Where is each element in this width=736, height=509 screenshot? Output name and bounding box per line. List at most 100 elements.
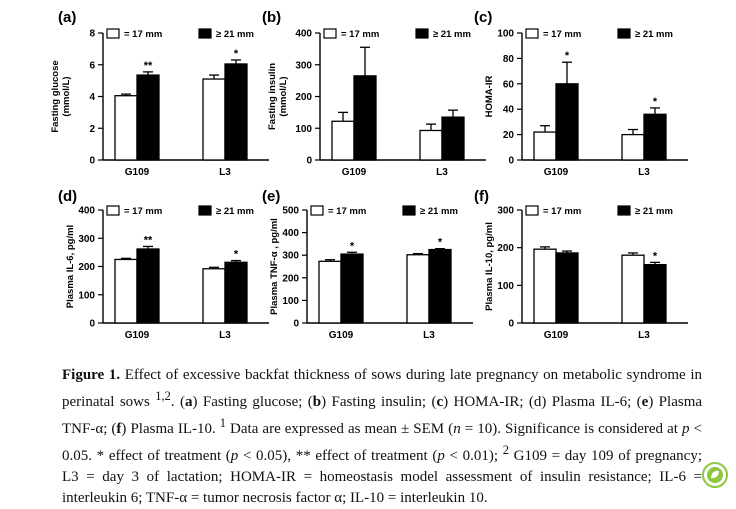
bar bbox=[643, 263, 667, 324]
y-axis-label: Fasting glucose bbox=[50, 60, 61, 132]
bar bbox=[202, 268, 226, 324]
figure-label: Figure 1. bbox=[62, 367, 121, 383]
x-tick-label: G109 bbox=[125, 330, 150, 341]
caption-text: < 0.01); bbox=[444, 448, 503, 464]
x-tick-label: L3 bbox=[219, 330, 231, 341]
caption-title-sup: 1,2 bbox=[155, 389, 171, 403]
bar bbox=[428, 248, 452, 324]
y-tick-label: 0 bbox=[306, 156, 312, 167]
caption-italic: p bbox=[681, 421, 690, 437]
x-tick-label: G109 bbox=[125, 167, 150, 178]
caption-text: = 10). Significance is considered at bbox=[460, 421, 682, 437]
caption-panel-e: e bbox=[641, 394, 649, 410]
y-axis-label: Plasma TNF-α , pg/ml bbox=[269, 218, 280, 315]
legend-label: = 17 mm bbox=[328, 206, 366, 217]
caption-note1-sup: 1 bbox=[219, 416, 227, 430]
legend-swatch bbox=[198, 28, 212, 39]
bar bbox=[318, 260, 342, 324]
bar bbox=[114, 258, 138, 324]
x-tick-label: G109 bbox=[544, 330, 569, 341]
legend-label: ≥ 21 mm bbox=[216, 29, 254, 40]
caption-title: Effect of excessive backfat thickness of… bbox=[62, 367, 703, 410]
y-tick-label: 300 bbox=[78, 234, 95, 245]
legend-swatch bbox=[402, 205, 416, 216]
legend-label: = 17 mm bbox=[124, 29, 162, 40]
legend-label: ≥ 21 mm bbox=[433, 29, 471, 40]
y-axis-label: HOMA-IR bbox=[484, 76, 495, 118]
caption-text: Data are expressed as mean ± SEM ( bbox=[226, 421, 454, 437]
legend-label: ≥ 21 mm bbox=[216, 206, 254, 217]
bar bbox=[533, 248, 557, 324]
legend-swatch bbox=[525, 28, 539, 39]
y-tick-label: 8 bbox=[89, 29, 95, 40]
legend-swatch bbox=[617, 28, 631, 39]
y-tick-label: 60 bbox=[503, 79, 515, 90]
y-axis-label: (mmol/L) bbox=[278, 76, 289, 116]
caption-text: ) Plasma IL-10. bbox=[121, 421, 220, 437]
legend-label: ≥ 21 mm bbox=[420, 206, 458, 217]
y-tick-label: 0 bbox=[89, 319, 95, 330]
y-tick-label: 0 bbox=[508, 319, 514, 330]
legend-label: = 17 mm bbox=[124, 206, 162, 217]
legend-swatch bbox=[323, 28, 337, 39]
caption-italic: p bbox=[437, 448, 445, 464]
bar bbox=[643, 113, 667, 161]
y-tick-label: 100 bbox=[497, 29, 514, 40]
legend-label: ≥ 21 mm bbox=[635, 206, 673, 217]
significance-mark: * bbox=[438, 237, 443, 249]
y-tick-label: 20 bbox=[503, 130, 515, 141]
bar bbox=[533, 131, 557, 161]
legend-swatch bbox=[617, 205, 631, 216]
significance-mark: * bbox=[234, 48, 239, 60]
caption-text: ) Fasting insulin; ( bbox=[321, 394, 437, 410]
legend-label: ≥ 21 mm bbox=[635, 29, 673, 40]
caption-text: . ( bbox=[170, 394, 185, 410]
bar bbox=[340, 253, 364, 324]
y-tick-label: 400 bbox=[78, 206, 95, 217]
y-tick-label: 40 bbox=[503, 105, 515, 116]
panel-label: (d) bbox=[58, 188, 77, 205]
panel-label: (e) bbox=[262, 188, 280, 205]
bar bbox=[419, 129, 443, 161]
y-tick-label: 80 bbox=[503, 54, 515, 65]
caption-panel-a: a bbox=[185, 394, 193, 410]
panel-label: (f) bbox=[474, 188, 489, 205]
y-tick-label: 200 bbox=[497, 243, 514, 254]
y-tick-label: 0 bbox=[508, 156, 514, 167]
bar bbox=[136, 248, 160, 324]
y-tick-label: 500 bbox=[282, 206, 299, 217]
legend-swatch bbox=[198, 205, 212, 216]
significance-mark: * bbox=[234, 249, 239, 261]
bar bbox=[136, 74, 160, 161]
significance-mark: * bbox=[565, 50, 570, 62]
bar bbox=[224, 63, 248, 161]
caption-note2-sup: 2 bbox=[502, 443, 509, 457]
y-tick-label: 6 bbox=[89, 60, 95, 71]
x-tick-label: G109 bbox=[544, 167, 569, 178]
panel-label: (a) bbox=[58, 9, 76, 26]
significance-mark: * bbox=[653, 250, 658, 262]
bar bbox=[331, 120, 355, 161]
legend-label: = 17 mm bbox=[543, 206, 581, 217]
panel-label: (b) bbox=[262, 9, 281, 26]
legend-label: = 17 mm bbox=[341, 29, 379, 40]
y-axis-label: Plasma IL-6, pg/ml bbox=[65, 225, 76, 308]
y-axis-label: Fasting insulin bbox=[267, 63, 278, 130]
significance-mark: ** bbox=[144, 60, 153, 72]
bar bbox=[114, 95, 138, 161]
caption-text: ) Plasma TNF-α; ( bbox=[62, 394, 703, 437]
legend-swatch bbox=[106, 28, 120, 39]
y-axis-label: Plasma IL-10, pg/ml bbox=[484, 222, 495, 311]
x-tick-label: L3 bbox=[638, 330, 650, 341]
leaf-badge-icon[interactable] bbox=[702, 462, 728, 488]
y-tick-label: 300 bbox=[282, 251, 299, 262]
caption-italic: p bbox=[230, 448, 239, 464]
bar bbox=[406, 254, 430, 324]
legend-swatch bbox=[310, 205, 324, 216]
y-tick-label: 4 bbox=[89, 92, 95, 103]
y-tick-label: 300 bbox=[295, 60, 312, 71]
y-tick-label: 2 bbox=[89, 124, 95, 135]
legend-swatch bbox=[106, 205, 120, 216]
significance-mark: ** bbox=[144, 234, 153, 246]
y-tick-label: 100 bbox=[78, 290, 95, 301]
